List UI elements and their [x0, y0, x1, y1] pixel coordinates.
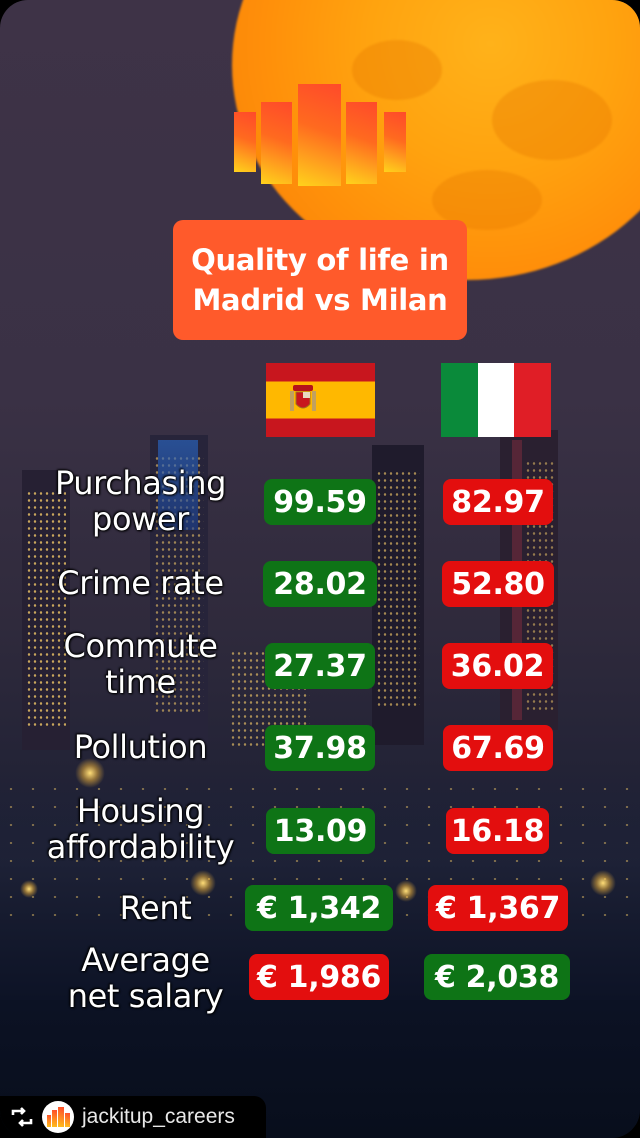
title-banner: Quality of life in Madrid vs Milan [173, 220, 467, 340]
title-line-1: Quality of life in [191, 243, 449, 277]
madrid-average-net-salary-value: € 1,986 [249, 954, 389, 1000]
milan-rent-value: € 1,367 [428, 885, 568, 931]
brand-logo-icon [234, 84, 406, 186]
spain-coat-of-arms-icon [290, 385, 316, 411]
madrid-pollution-value: 37.98 [265, 725, 375, 771]
row-label-crime-rate: Crime rate [57, 564, 224, 602]
milan-crime-rate-value: 52.80 [442, 561, 554, 607]
repost-icon [11, 1107, 33, 1127]
milan-commute-time-value: 36.02 [442, 643, 553, 689]
username-link[interactable]: jackitup_careers [82, 1105, 235, 1128]
row-label-average-net-salary: Average net salary [67, 941, 224, 1015]
milan-housing-affordability-value: 16.18 [446, 808, 549, 854]
madrid-housing-affordability-value: 13.09 [266, 808, 375, 854]
madrid-crime-rate-value: 28.02 [263, 561, 377, 607]
madrid-commute-time-value: 27.37 [265, 643, 375, 689]
milan-average-net-salary-value: € 2,038 [424, 954, 570, 1000]
spain-flag-icon [266, 363, 375, 437]
row-label-purchasing-power: Purchasing power [54, 464, 227, 538]
milan-pollution-value: 67.69 [443, 725, 553, 771]
row-label-housing-affordability: Housing affordability [46, 792, 235, 866]
madrid-rent-value: € 1,342 [245, 885, 393, 931]
repost-attribution[interactable]: jackitup_careers [0, 1096, 266, 1138]
title-line-2: Madrid vs Milan [192, 283, 448, 317]
milan-purchasing-power-value: 82.97 [443, 479, 553, 525]
italy-flag-icon [441, 363, 552, 437]
avatar[interactable] [42, 1101, 74, 1133]
row-label-pollution: Pollution [73, 728, 208, 766]
row-label-rent: Rent [119, 889, 192, 927]
madrid-purchasing-power-value: 99.59 [264, 479, 376, 525]
row-label-commute-time: Commute time [63, 627, 218, 701]
